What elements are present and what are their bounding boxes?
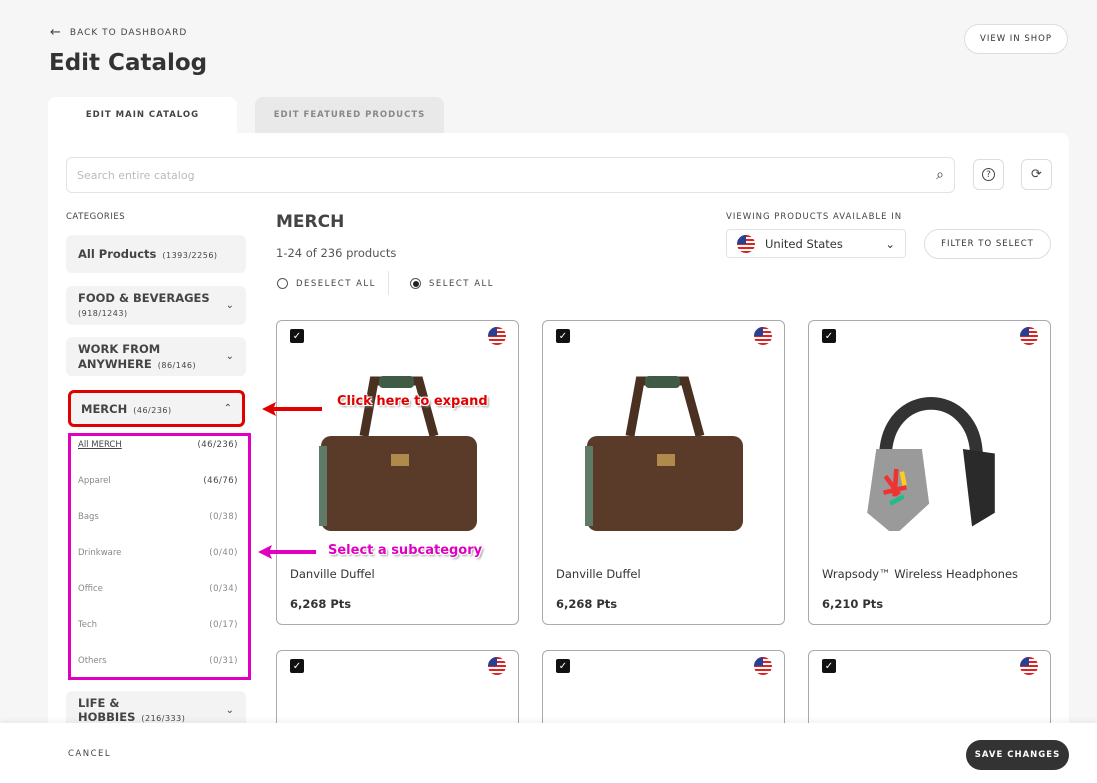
view-in-shop-button[interactable]: VIEW IN SHOP: [964, 24, 1068, 54]
annotation-subcategory: Select a subcategory: [328, 543, 483, 558]
category-work-from-anywhere[interactable]: WORK FROM ANYWHERE (86/146) ⌄: [66, 337, 246, 376]
refresh-button[interactable]: ⟳: [1021, 159, 1052, 190]
product-checkbox[interactable]: ✓: [290, 329, 304, 343]
refresh-icon: ⟳: [1031, 167, 1042, 182]
magenta-arrow-icon: [258, 544, 316, 559]
viewing-label: VIEWING PRODUCTS AVAILABLE IN: [726, 212, 903, 222]
chevron-down-icon: ⌄: [885, 236, 895, 251]
help-button[interactable]: ?: [973, 159, 1004, 190]
product-card[interactable]: ✓ Danville Duffel 6,268 Pts: [542, 320, 785, 625]
subcategory-tech[interactable]: Tech (0/17): [78, 620, 238, 630]
subcategory-others[interactable]: Others (0/31): [78, 656, 238, 666]
arrow-left-icon: ←: [50, 25, 62, 40]
category-all-products[interactable]: All Products (1393/2256): [66, 235, 246, 273]
subcategory-all-merch[interactable]: All MERCH (46/236): [78, 440, 238, 450]
subcategory-apparel[interactable]: Apparel (46/76): [78, 476, 238, 486]
headphones-image: [867, 397, 995, 531]
product-checkbox[interactable]: ✓: [822, 329, 836, 343]
product-count: 1-24 of 236 products: [276, 246, 397, 260]
category-merch[interactable]: MERCH (46/236) ⌃: [68, 390, 245, 427]
us-flag-icon: [488, 657, 506, 675]
category-life-hobbies[interactable]: LIFE & HOBBIES (216/333) ⌄: [66, 691, 246, 729]
us-flag-icon: [754, 657, 772, 675]
us-flag-icon: [754, 327, 772, 345]
us-flag-icon: [1020, 327, 1038, 345]
product-card[interactable]: ✓ Wrapsody™ Wireless Headphones 6,210 Pts: [808, 320, 1051, 625]
cancel-button[interactable]: CANCEL: [68, 749, 112, 759]
chevron-down-icon: ⌄: [225, 704, 234, 716]
red-arrow-icon: [262, 401, 322, 416]
select-all-radio[interactable]: SELECT ALL: [410, 278, 494, 289]
us-flag-icon: [488, 327, 506, 345]
tab-edit-main-catalog[interactable]: EDIT MAIN CATALOG: [48, 97, 237, 133]
back-to-dashboard-link[interactable]: ← BACK TO DASHBOARD: [50, 25, 188, 40]
filter-to-select-button[interactable]: FILTER TO SELECT: [924, 229, 1051, 259]
subcategory-office[interactable]: Office (0/34): [78, 584, 238, 594]
help-icon: ?: [982, 168, 995, 181]
subcategory-list: [68, 433, 251, 680]
us-flag-icon: [1020, 657, 1038, 675]
us-flag-icon: [737, 234, 755, 253]
search-icon[interactable]: ⌕: [936, 167, 944, 183]
subcategory-bags[interactable]: Bags (0/38): [78, 512, 238, 522]
product-checkbox[interactable]: ✓: [822, 659, 836, 673]
product-checkbox[interactable]: ✓: [556, 659, 570, 673]
chevron-up-icon: ⌃: [223, 403, 232, 414]
deselect-all-radio[interactable]: DESELECT ALL: [277, 278, 376, 289]
subcategory-drinkware[interactable]: Drinkware (0/40): [78, 548, 238, 558]
page-title: Edit Catalog: [49, 50, 208, 76]
product-checkbox[interactable]: ✓: [556, 329, 570, 343]
annotation-expand: Click here to expand: [337, 394, 488, 409]
product-card[interactable]: ✓ Danville Duffel 6,268 Pts: [276, 320, 519, 625]
chevron-down-icon: ⌄: [225, 300, 234, 311]
category-food-beverages[interactable]: FOOD & BEVERAGES (918/1243) ⌄: [66, 286, 246, 325]
chevron-down-icon: ⌄: [225, 351, 234, 362]
footer-bar: [0, 723, 1097, 783]
category-title: MERCH: [276, 212, 345, 232]
product-checkbox[interactable]: ✓: [290, 659, 304, 673]
search-input[interactable]: Search entire catalog ⌕: [66, 157, 955, 193]
country-select[interactable]: United States ⌄: [726, 229, 906, 258]
tab-edit-featured-products[interactable]: EDIT FEATURED PRODUCTS: [255, 97, 444, 133]
duffel-bag-image: [319, 376, 477, 531]
save-changes-button[interactable]: SAVE CHANGES: [966, 740, 1069, 770]
divider: [388, 271, 389, 295]
categories-heading: CATEGORIES: [66, 212, 126, 222]
duffel-bag-image: [585, 376, 743, 531]
